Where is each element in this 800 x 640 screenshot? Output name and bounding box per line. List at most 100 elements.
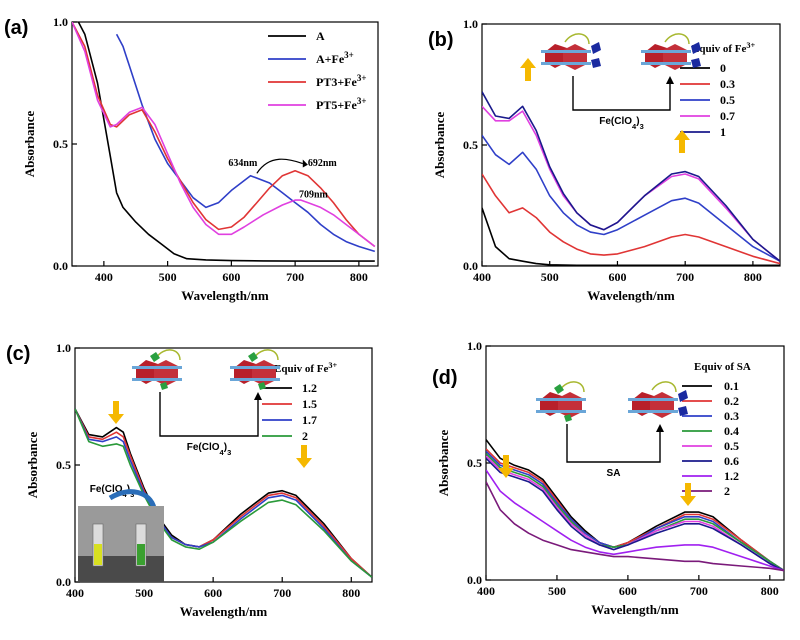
molecule-chain (651, 381, 677, 393)
vial-photo-shadow (78, 556, 164, 582)
arrow-shaft (679, 139, 685, 153)
legend-label: 0.5 (720, 93, 735, 107)
y-tick-label: 0.5 (53, 137, 68, 151)
series-group (72, 22, 376, 262)
molecule-illustration (628, 381, 688, 418)
y-tick-label: 0.5 (467, 456, 482, 470)
molecule-bar (536, 410, 586, 413)
arrow-head (520, 58, 536, 68)
molecule-group (591, 42, 601, 54)
molecule-bar (641, 62, 691, 65)
molecule-group (258, 382, 266, 390)
series-group (486, 439, 784, 572)
x-tick-label: 400 (95, 270, 113, 284)
panel-label: (a) (4, 17, 28, 39)
x-axis-title: Wavelength/nm (591, 602, 679, 617)
molecule-illustration (230, 349, 280, 390)
x-tick-label: 600 (204, 586, 222, 600)
molecule-bar (230, 366, 280, 369)
molecule-illustration (132, 349, 182, 390)
x-tick-label: 600 (222, 270, 240, 284)
series-line-A (77, 22, 375, 262)
yellow-down-arrow (498, 455, 514, 478)
panel-c: 400 500 600 700 800 0.0 0.5 1.0 Wavelength/nm Abs… (6, 341, 373, 619)
vial-left-liquid (94, 544, 102, 565)
yellow-up-arrow (520, 58, 536, 81)
scheme-arrow-head (666, 76, 674, 84)
legend-label: 0.7 (720, 109, 735, 123)
legend-label: A (316, 29, 325, 43)
legend-label: 0 (720, 61, 726, 75)
y-tick-label: 1.0 (53, 15, 68, 29)
legend: A A+Fe3+ PT3+Fe3+ PT5+Fe3+ (268, 29, 366, 112)
reaction-scheme: Fe(ClO4)3 (132, 349, 280, 457)
panel-label: (c) (6, 343, 30, 365)
molecule-illustration (641, 33, 701, 70)
scheme-arrow-head (254, 392, 262, 400)
series-line-0.2 (486, 448, 784, 572)
legend-title: Equiv of Fe3+ (274, 361, 338, 376)
series-line-PT3Fe3 (72, 22, 376, 248)
x-tick-label: 800 (342, 586, 360, 600)
legend-label: 0.1 (724, 379, 739, 393)
series-line-0.6 (486, 457, 784, 572)
panel-d: 400 500 600 700 800 0.0 0.5 1.0 Wavelength/nm Abs… (432, 339, 785, 617)
arrow-head (498, 468, 514, 478)
y-tick-label: 0.0 (467, 573, 482, 587)
y-tick-label: 0.0 (56, 575, 71, 589)
plot-frame (485, 345, 785, 581)
molecule-group (678, 406, 688, 416)
y-tick-label: 1.0 (463, 17, 478, 31)
vial-right-liquid (137, 544, 145, 565)
arrow-head (296, 458, 312, 468)
molecule-bar (132, 378, 182, 381)
x-axis-title: Wavelength/nm (587, 288, 675, 303)
arrow-head (680, 496, 696, 506)
legend-label: 0.3 (724, 409, 739, 423)
legend-label: 2 (302, 429, 308, 443)
molecule-chain (559, 381, 585, 393)
yellow-down-arrow (680, 483, 696, 506)
x-tick-label: 800 (761, 584, 779, 598)
x-tick-label: 400 (473, 270, 491, 284)
scheme-arrow-line (566, 424, 661, 463)
series-line-AFe3 (115, 33, 376, 253)
molecule-group (678, 390, 688, 402)
molecule-illustration (541, 33, 601, 70)
x-tick-label: 600 (608, 270, 626, 284)
peak-label-634: 634nm (228, 158, 258, 169)
x-tick-label: 500 (541, 270, 559, 284)
molecule-group (691, 42, 701, 54)
molecule-chain (253, 349, 279, 361)
series-line-1.7 (75, 408, 372, 578)
x-tick-label: 600 (619, 584, 637, 598)
inset-curved-arrow (108, 489, 157, 509)
series-group (75, 408, 372, 578)
y-tick-label: 0.5 (56, 458, 71, 472)
molecule-group (554, 384, 564, 394)
peak-label-692: 692nm (308, 158, 338, 169)
peak-label-709: 709nm (299, 190, 329, 201)
legend-label: 1.7 (302, 413, 317, 427)
panel-label: (b) (428, 29, 454, 51)
arrow-shaft (503, 455, 509, 469)
peak-shift-arrow (256, 158, 303, 174)
x-axis-title: Wavelength/nm (180, 604, 268, 619)
molecule-group (564, 414, 572, 422)
molecule-bar (541, 50, 591, 53)
yellow-up-arrow (674, 130, 690, 153)
molecule-bar (230, 378, 280, 381)
legend-label: 0.5 (724, 439, 739, 453)
series-line-0.7 (482, 105, 780, 262)
reaction-scheme: Fe(ClO4)3 (541, 33, 701, 131)
legend-label: PT3+Fe3+ (316, 73, 366, 89)
yellow-down-arrow (296, 445, 312, 468)
legend-label: 0.4 (724, 424, 739, 438)
molecule-chain (664, 33, 690, 45)
legend-label: 0.6 (724, 454, 739, 468)
legend-label: 2 (724, 484, 730, 498)
y-tick-label: 1.0 (56, 341, 71, 355)
molecule-group (150, 352, 160, 362)
molecule-bar (536, 398, 586, 401)
